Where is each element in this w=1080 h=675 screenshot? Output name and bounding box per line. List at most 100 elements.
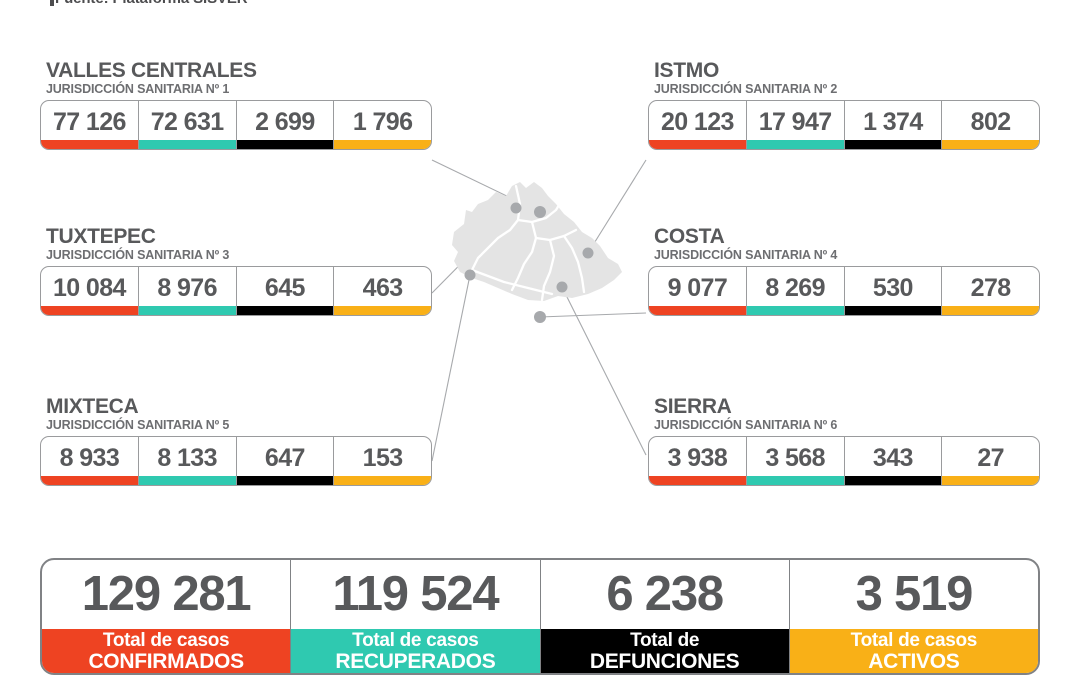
- map-dot-valles-centrales: [534, 206, 546, 218]
- cell-confirmed: 10 084: [41, 267, 139, 315]
- total-value: 6 238: [606, 566, 724, 621]
- total-label: Total de casos ACTIVOS: [789, 628, 1038, 673]
- card-valles-centrales: VALLES CENTRALES JURISDICCIÓN SANITARIA …: [40, 60, 432, 150]
- card-subtitle: JURISDICCIÓN SANITARIA Nº 6: [654, 417, 838, 432]
- cell-value: 77 126: [52, 108, 126, 136]
- card-subtitle: JURISDICCIÓN SANITARIA Nº 3: [46, 247, 230, 262]
- total-label-line2: DEFUNCIONES: [589, 649, 740, 673]
- state-totals-bar: 129 281 Total de casos CONFIRMADOS 119 5…: [40, 558, 1040, 675]
- bar-active: [942, 476, 1039, 485]
- card-title: ISTMO: [654, 59, 719, 82]
- card-values-box: 77 126 72 631 2 699 1 796: [40, 100, 432, 150]
- total-label-line1: Total de casos: [102, 629, 230, 651]
- card-values-box: 9 077 8 269 530 278: [648, 266, 1040, 316]
- bar-deaths: [844, 140, 942, 149]
- cell-value: 1 796: [352, 108, 413, 136]
- cell-value: 3 938: [667, 444, 728, 472]
- cell-value: 802: [970, 108, 1012, 136]
- cell-value: 463: [362, 274, 404, 302]
- bar-deaths: [236, 306, 334, 315]
- card-subtitle: JURISDICCIÓN SANITARIA Nº 5: [46, 417, 230, 432]
- cell-value: 10 084: [52, 274, 126, 302]
- card-title: COSTA: [654, 225, 725, 248]
- total-label-line2: RECUPERADOS: [335, 649, 496, 673]
- cell-value: 72 631: [150, 108, 224, 136]
- total-label-line2: CONFIRMADOS: [88, 649, 244, 673]
- bar-active: [334, 476, 431, 485]
- cell-active: 1 796: [334, 101, 431, 149]
- cell-recovered: 3 568: [746, 437, 845, 485]
- cell-value: 647: [264, 444, 306, 472]
- card-costa: COSTA JURISDICCIÓN SANITARIA Nº 4 9 077 …: [648, 226, 1040, 316]
- total-recovered: 119 524 Total de casos RECUPERADOS: [291, 560, 541, 673]
- cell-recovered: 8 976: [138, 267, 237, 315]
- cell-value: 153: [362, 444, 404, 472]
- card-tuxtepec: TUXTEPEC JURISDICCIÓN SANITARIA Nº 3 10 …: [40, 226, 432, 316]
- map-dot-tuxtepec: [510, 202, 522, 214]
- total-active: 3 519 Total de casos ACTIVOS: [789, 560, 1038, 673]
- cell-deaths: 647: [236, 437, 335, 485]
- cell-recovered: 17 947: [746, 101, 845, 149]
- cell-deaths: 2 699: [236, 101, 335, 149]
- bar-deaths: [844, 306, 942, 315]
- bar-recovered: [138, 306, 236, 315]
- cell-value: 2 699: [255, 108, 315, 136]
- bar-deaths: [844, 476, 942, 485]
- total-label: Total de casos RECUPERADOS: [291, 628, 540, 673]
- card-subtitle: JURISDICCIÓN SANITARIA Nº 1: [46, 81, 230, 96]
- bar-active: [942, 306, 1039, 315]
- card-values-box: 8 933 8 133 647 153: [40, 436, 432, 486]
- cell-recovered: 72 631: [138, 101, 237, 149]
- bar-active: [942, 140, 1039, 149]
- cell-value: 8 269: [765, 274, 825, 302]
- bar-recovered: [138, 476, 236, 485]
- card-values-box: 3 938 3 568 343 27: [648, 436, 1040, 486]
- total-value: 3 519: [855, 566, 974, 621]
- cell-active: 278: [942, 267, 1039, 315]
- map-dot-mixteca: [464, 269, 476, 281]
- card-subtitle: JURISDICCIÓN SANITARIA Nº 2: [654, 81, 838, 96]
- cell-value: 343: [872, 444, 914, 472]
- cell-confirmed: 8 933: [41, 437, 139, 485]
- cell-value: 20 123: [660, 108, 734, 136]
- cell-confirmed: 20 123: [649, 101, 747, 149]
- bar-confirmed: [649, 306, 746, 315]
- cell-value: 530: [872, 274, 914, 302]
- card-istmo: ISTMO JURISDICCIÓN SANITARIA Nº 2 20 123…: [648, 60, 1040, 150]
- bar-recovered: [138, 140, 236, 149]
- card-title: TUXTEPEC: [46, 225, 156, 248]
- bar-confirmed: [41, 476, 138, 485]
- source-accent-rule: [50, 0, 54, 6]
- map-location-dots: [464, 202, 594, 323]
- cell-active: 153: [334, 437, 431, 485]
- cell-value: 9 077: [667, 274, 728, 302]
- bar-recovered: [746, 140, 844, 149]
- total-label-line2: ACTIVOS: [868, 649, 960, 673]
- cell-value: 8 933: [59, 444, 120, 472]
- card-mixteca: MIXTECA JURISDICCIÓN SANITARIA Nº 5 8 93…: [40, 396, 432, 486]
- cell-deaths: 1 374: [844, 101, 943, 149]
- cell-active: 463: [334, 267, 431, 315]
- bar-active: [334, 306, 431, 315]
- cell-recovered: 8 133: [138, 437, 237, 485]
- total-label: Total de casos CONFIRMADOS: [42, 628, 291, 673]
- cell-value: 1 374: [863, 108, 923, 136]
- card-title: MIXTECA: [46, 395, 139, 418]
- total-label: Total de DEFUNCIONES: [540, 628, 789, 673]
- total-confirmed: 129 281 Total de casos CONFIRMADOS: [42, 560, 292, 673]
- cell-value: 27: [977, 444, 1004, 472]
- card-subtitle: JURISDICCIÓN SANITARIA Nº 4: [654, 247, 838, 262]
- cell-deaths: 645: [236, 267, 335, 315]
- bar-confirmed: [41, 140, 138, 149]
- cell-value: 8 976: [157, 274, 217, 302]
- total-label-line1: Total de: [630, 629, 700, 651]
- cell-deaths: 530: [844, 267, 943, 315]
- card-title: SIERRA: [654, 395, 732, 418]
- card-sierra: SIERRA JURISDICCIÓN SANITARIA Nº 6 3 938…: [648, 396, 1040, 486]
- map-silhouette: [452, 182, 622, 302]
- cell-confirmed: 77 126: [41, 101, 139, 149]
- total-value: 119 524: [332, 566, 499, 621]
- total-deaths: 6 238 Total de DEFUNCIONES: [540, 560, 790, 673]
- bar-deaths: [236, 140, 334, 149]
- cell-recovered: 8 269: [746, 267, 845, 315]
